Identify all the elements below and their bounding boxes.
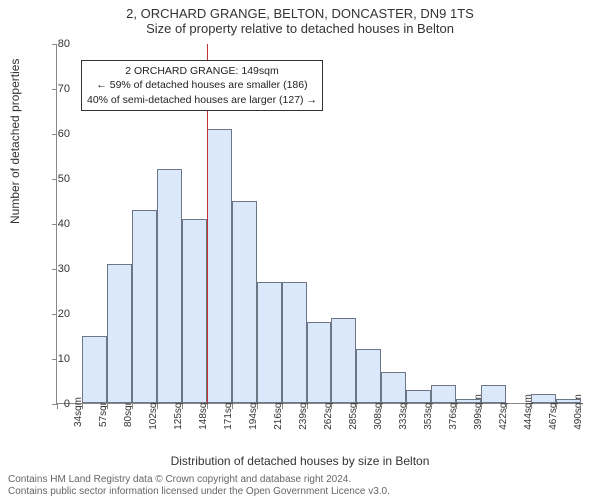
ytick-label: 20 — [50, 308, 70, 320]
histogram-bar — [531, 394, 556, 403]
annotation-line: ← 59% of detached houses are smaller (18… — [87, 78, 317, 92]
histogram-bar — [132, 210, 157, 404]
histogram-bar — [157, 169, 182, 403]
xtick-mark — [307, 404, 308, 409]
xtick-mark — [556, 404, 557, 409]
plot-area-wrap: 34sqm57sqm80sqm102sqm125sqm148sqm171sqm1… — [56, 44, 580, 404]
annotation-box: 2 ORCHARD GRANGE: 149sqm← 59% of detache… — [81, 60, 323, 111]
histogram-bar — [356, 349, 381, 403]
xtick-mark — [406, 404, 407, 409]
histogram-bar — [307, 322, 332, 403]
xtick-mark — [381, 404, 382, 409]
xtick-mark — [481, 404, 482, 409]
ytick-label: 0 — [50, 398, 70, 410]
histogram-bar — [381, 372, 406, 404]
histogram-bar — [82, 336, 107, 404]
y-axis-label: Number of detached properties — [8, 59, 22, 224]
histogram-bar — [406, 390, 431, 404]
xtick-mark — [431, 404, 432, 409]
histogram-bar — [182, 219, 207, 404]
xtick-mark — [531, 404, 532, 409]
xtick-mark — [356, 404, 357, 409]
xtick-mark — [157, 404, 158, 409]
annotation-line: 2 ORCHARD GRANGE: 149sqm — [87, 64, 317, 78]
ytick-label: 80 — [50, 38, 70, 50]
x-axis-label: Distribution of detached houses by size … — [0, 454, 600, 468]
histogram-bar — [481, 385, 506, 403]
ytick-label: 60 — [50, 128, 70, 140]
xtick-mark — [82, 404, 83, 409]
footer: Contains HM Land Registry data © Crown c… — [8, 474, 390, 498]
xtick-mark — [207, 404, 208, 409]
ytick-label: 30 — [50, 263, 70, 275]
footer-line1: Contains HM Land Registry data © Crown c… — [8, 474, 390, 486]
ytick-label: 50 — [50, 173, 70, 185]
xtick-mark — [257, 404, 258, 409]
histogram-bar — [456, 399, 481, 404]
xtick-mark — [331, 404, 332, 409]
ytick-label: 70 — [50, 83, 70, 95]
chart-title: 2, ORCHARD GRANGE, BELTON, DONCASTER, DN… — [0, 0, 600, 21]
histogram-bar — [232, 201, 257, 404]
histogram-bar — [282, 282, 307, 404]
xtick-mark — [506, 404, 507, 409]
xtick-mark — [182, 404, 183, 409]
ytick-label: 10 — [50, 353, 70, 365]
histogram-bar — [556, 399, 581, 404]
xtick-mark — [132, 404, 133, 409]
chart-subtitle: Size of property relative to detached ho… — [0, 21, 600, 40]
histogram-bar — [207, 129, 232, 404]
histogram-bar — [107, 264, 132, 404]
histogram-bar — [431, 385, 456, 403]
xtick-mark — [580, 404, 581, 409]
footer-line2: Contains public sector information licen… — [8, 486, 390, 498]
xtick-mark — [456, 404, 457, 409]
histogram-bar — [331, 318, 356, 404]
xtick-mark — [107, 404, 108, 409]
ytick-label: 40 — [50, 218, 70, 230]
xtick-mark — [232, 404, 233, 409]
xtick-mark — [282, 404, 283, 409]
histogram-bar — [257, 282, 282, 404]
annotation-line: 40% of semi-detached houses are larger (… — [87, 93, 317, 107]
chart-container: 2, ORCHARD GRANGE, BELTON, DONCASTER, DN… — [0, 0, 600, 500]
plot-area: 34sqm57sqm80sqm102sqm125sqm148sqm171sqm1… — [56, 44, 580, 404]
